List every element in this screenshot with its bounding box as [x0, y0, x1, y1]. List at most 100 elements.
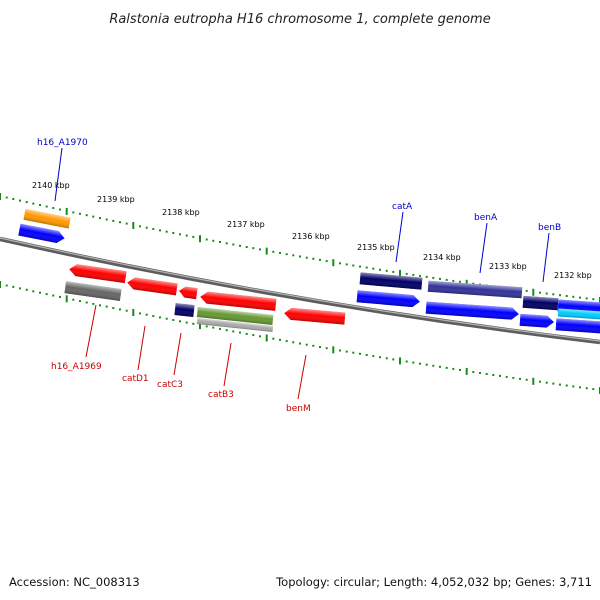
inner-ring-minor-tick — [585, 387, 588, 390]
outer-ring-minor-tick — [252, 247, 255, 250]
outer-ring-major-tick — [332, 259, 335, 267]
inner-ring-minor-tick — [39, 291, 41, 294]
outer-ring-minor-tick — [159, 229, 161, 232]
inner-ring-minor-tick — [325, 347, 328, 350]
outer-ring-minor-tick — [365, 266, 368, 269]
outer-ring-minor-tick — [292, 254, 295, 257]
gene-benA-arrow[interactable] — [425, 301, 520, 320]
outer-strand-genes — [18, 208, 600, 334]
inner-ring-minor-tick — [512, 376, 515, 379]
gene-label-benB[interactable]: benB — [538, 223, 561, 233]
inner-ring-minor-tick — [592, 388, 595, 391]
outer-ring-minor-tick — [579, 296, 581, 299]
inner-ring-minor-tick — [445, 366, 448, 369]
inner-ring-minor-tick — [99, 304, 101, 307]
leader-h16_A1970 — [54, 147, 63, 202]
outer-ring-minor-tick — [305, 256, 308, 259]
outer-ring-minor-tick — [432, 276, 435, 279]
outer-ring-minor-tick — [79, 212, 81, 215]
outer-ring-minor-tick — [32, 202, 35, 205]
outer-ring-major-tick — [399, 269, 401, 277]
inner-ring-minor-tick — [519, 377, 521, 380]
outer-ring-major-tick — [265, 247, 268, 255]
gene-h16_A1969-block[interactable] — [64, 281, 122, 301]
inner-ring-minor-tick — [412, 361, 415, 364]
gene-label-catA[interactable]: catA — [392, 202, 413, 212]
gene-label-catC3[interactable]: catC3 — [157, 380, 183, 390]
outer-ring-minor-tick — [425, 275, 428, 278]
outer-ring-minor-tick — [232, 243, 235, 246]
inner-ring-minor-tick — [85, 301, 88, 304]
leader-h16_A1969 — [85, 304, 97, 358]
gene-catB3-olive[interactable] — [196, 307, 274, 325]
leader-catD1 — [137, 325, 146, 371]
outer-ring-major-tick — [465, 279, 468, 287]
gene-label-h16_A1970[interactable]: h16_A1970 — [37, 138, 88, 148]
inner-ring-minor-tick — [565, 384, 568, 387]
inner-ring-minor-tick — [139, 312, 141, 315]
outer-ring-minor-tick — [145, 226, 148, 229]
accession-text: Accession: NC_008313 — [9, 575, 140, 589]
chromosome-backbone-highlight — [0, 237, 600, 342]
gene-label-catD1[interactable]: catD1 — [122, 374, 149, 384]
outer-ring-minor-tick — [592, 298, 595, 301]
inner-ring-minor-tick — [245, 332, 248, 335]
inner-ring-minor-tick — [379, 356, 381, 359]
inner-ring-minor-tick — [539, 380, 541, 383]
gene-catA-navy[interactable] — [359, 272, 423, 290]
tick-label-2138: 2138 kbp — [162, 208, 200, 217]
inner-ring-minor-tick — [59, 295, 61, 298]
outer-ring-minor-tick — [325, 260, 328, 263]
tick-label-2134: 2134 kbp — [423, 253, 461, 262]
inner-ring-minor-tick — [185, 321, 188, 324]
inner-ring-minor-tick — [425, 363, 428, 366]
gene-label-h16_A1969[interactable]: h16_A1969 — [51, 362, 102, 372]
inner-ring-minor-tick — [545, 381, 548, 384]
inner-ring-minor-tick — [45, 293, 48, 296]
outer-ring-minor-tick — [92, 215, 95, 218]
genome-summary-text: Topology: circular; Length: 4,052,032 bp… — [275, 575, 592, 589]
gene-catA-arrow[interactable] — [356, 290, 421, 308]
inner-ring-minor-tick — [459, 368, 461, 371]
gene-label-benA[interactable]: benA — [474, 213, 498, 223]
tick-label-2140: 2140 kbp — [32, 181, 70, 190]
outer-ring-minor-tick — [39, 204, 41, 206]
outer-ring-minor-tick — [225, 242, 228, 245]
gene-next-cyan[interactable] — [557, 308, 600, 320]
gene-catB3-grey[interactable] — [196, 318, 274, 332]
gene-small-navy[interactable] — [174, 303, 195, 318]
inner-ring-minor-tick — [225, 329, 228, 332]
gene-catC3-arrow[interactable] — [126, 277, 178, 296]
gene-next-arrow[interactable] — [555, 318, 600, 334]
gene-h16_A1970-block[interactable] — [23, 208, 71, 229]
gene-label-catB3[interactable]: catB3 — [208, 390, 234, 400]
gene-benM-arrow[interactable] — [284, 307, 346, 325]
inner-ring-minor-tick — [272, 337, 275, 340]
gene-benB-navy[interactable] — [522, 295, 559, 311]
inner-ring-major-tick — [265, 334, 268, 342]
outer-ring-minor-tick — [352, 264, 355, 267]
tick-label-2139: 2139 kbp — [97, 195, 135, 204]
outer-ring-major-tick — [532, 288, 535, 296]
gene-benA-block[interactable] — [427, 280, 523, 299]
inner-ring-minor-tick — [479, 372, 481, 374]
gene-label-benM[interactable]: benM — [286, 404, 311, 414]
outer-ring-minor-tick — [412, 273, 415, 276]
inner-ring-minor-tick — [579, 386, 581, 389]
gene-catD1-arrow[interactable] — [68, 263, 127, 284]
inner-ring-minor-tick — [552, 382, 555, 385]
inner-ring-minor-tick — [285, 340, 288, 343]
inner-strand-genes — [64, 263, 346, 332]
outer-ring-minor-tick — [299, 255, 301, 258]
inner-ring-minor-tick — [159, 316, 161, 319]
inner-ring-minor-tick — [372, 355, 375, 358]
outer-ring-minor-tick — [319, 258, 321, 261]
gene-h16_A1970-arrow[interactable] — [18, 223, 65, 245]
outer-ring-minor-tick — [112, 219, 115, 222]
inner-ring-minor-tick — [492, 374, 495, 376]
gene-small-red[interactable] — [178, 286, 198, 300]
gene-benB-arrow[interactable] — [519, 313, 555, 328]
outer-ring-minor-tick — [392, 270, 395, 273]
inner-ring-minor-tick — [439, 365, 441, 368]
gene-catB3-arrow[interactable] — [200, 291, 277, 311]
